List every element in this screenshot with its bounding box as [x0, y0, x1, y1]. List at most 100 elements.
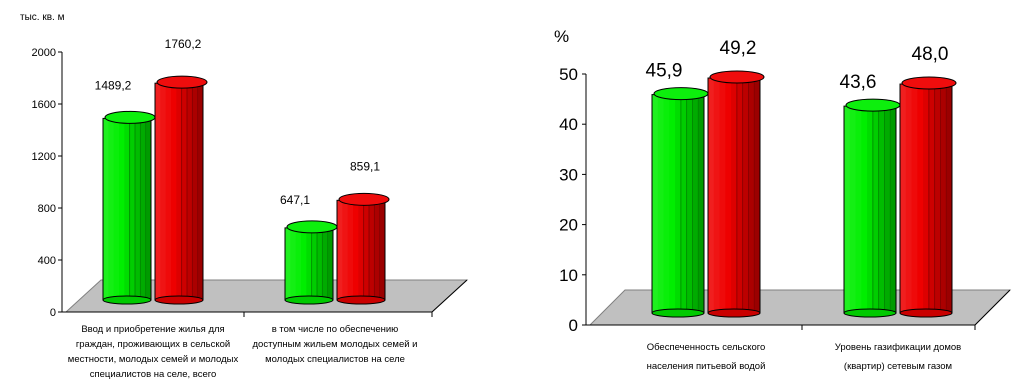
bar-stripe [754, 78, 761, 314]
bar-stripe [917, 84, 924, 313]
data-label: 647,1 [280, 193, 310, 207]
bar-top [845, 98, 901, 112]
bar-stripe [742, 78, 749, 314]
bar-stripe [192, 83, 199, 300]
category-label: доступным жильем молодых семей и [253, 339, 418, 350]
unit-label: % [554, 27, 569, 46]
bar-stripe [686, 94, 693, 313]
bar-top [653, 87, 709, 101]
category-label: граждан, проживающих в сельской [76, 339, 230, 350]
bar-stripe [379, 200, 386, 300]
bar-base [102, 295, 152, 305]
bar-stripe [358, 200, 365, 300]
bar-stripe [197, 83, 204, 300]
data-label: 859,1 [350, 159, 380, 173]
bar-stripe [301, 227, 307, 300]
chart-2: % 0 10 20 30 40 50 45,9 49,2 Обеспеченность сельс… [554, 27, 1012, 372]
bar-stripe [322, 227, 329, 300]
bar-stripe [295, 227, 302, 300]
bar-stripe [849, 106, 857, 314]
bar-1-1-2: 1760,2 [154, 37, 208, 305]
bar-stripe [135, 118, 141, 301]
bar-stripe [946, 84, 953, 313]
x-axis-depth [431, 279, 468, 313]
bar-stripe [290, 227, 297, 300]
bar-stripe [748, 78, 755, 314]
bar-1-2-1: 647,1 [280, 193, 338, 305]
bar-stripe [145, 118, 152, 301]
bar-stripe [124, 118, 131, 301]
category-label: Ввод и приобретение жилья для [81, 324, 224, 335]
bar-stripe [708, 78, 715, 314]
bar-stripe [140, 118, 147, 301]
bar-stripe [725, 78, 732, 314]
data-label: 1760,2 [165, 37, 202, 51]
bar-stripe [713, 78, 721, 314]
bar-base [154, 295, 204, 305]
bar-2-1-1: 45,9 [646, 61, 709, 318]
y-tick-label: 2000 [32, 47, 56, 59]
bar-stripe [160, 83, 167, 300]
y-tick-label: 30 [559, 165, 578, 184]
bar-stripe [306, 227, 313, 300]
y-tick-label: 800 [38, 203, 56, 215]
bar-stripe [337, 200, 343, 300]
bar-stripe [113, 118, 120, 301]
bar-stripe [155, 83, 161, 300]
bar-stripe [872, 106, 880, 314]
x-axis-depth [974, 289, 1011, 326]
bar-stripe [923, 84, 930, 313]
y-tick-label: 1600 [32, 99, 56, 111]
bar-top [338, 192, 390, 206]
bar-stripe [698, 94, 705, 313]
data-label: 43,6 [840, 72, 877, 93]
bar-stripe [129, 118, 136, 301]
y-tick-label: 0 [50, 307, 56, 319]
bar-stripe [731, 78, 738, 314]
bar-stripe [855, 106, 862, 314]
bar-stripe [719, 78, 726, 314]
bar-stripe [890, 106, 897, 314]
bar-stripe [171, 83, 177, 300]
bar-top [901, 76, 957, 90]
bar-base [651, 308, 705, 318]
bar-stripe [669, 94, 676, 313]
bar-top [286, 220, 338, 234]
y-tick-label: 50 [559, 65, 578, 84]
bar-base [843, 308, 897, 318]
bar-stripe [165, 83, 172, 300]
data-label: 1489,2 [95, 78, 132, 92]
bar-stripe [934, 84, 941, 313]
bar-top [709, 70, 765, 84]
bar-stripe [347, 200, 354, 300]
bar-stripe [911, 84, 918, 313]
bar-stripe [363, 200, 370, 300]
category-label: в том числе по обеспечению [272, 324, 399, 335]
bar-1-2-2: 859,1 [336, 159, 390, 305]
y-tick-label: 0 [569, 316, 578, 335]
category-label: (квартир) сетевым газом [844, 361, 952, 372]
bar-stripe [657, 94, 665, 313]
data-label: 48,0 [912, 44, 949, 65]
category-label: местности, молодых семей и молодых [68, 354, 239, 365]
bar-stripe [187, 83, 193, 300]
y-tick-label: 1200 [32, 151, 56, 163]
bar-stripe [311, 227, 318, 300]
bar-stripe [675, 94, 682, 313]
bar-stripe [181, 83, 188, 300]
bar-stripe [940, 84, 947, 313]
bar-stripe [176, 83, 183, 300]
bar-2-2-2: 48,0 [899, 44, 957, 318]
bar-stripe [928, 84, 936, 313]
bar-base [284, 295, 334, 305]
category-label: Уровень газификации домов [835, 342, 961, 353]
bar-stripe [103, 118, 109, 301]
unit-label: тыс. кв. м [20, 12, 65, 23]
bar-stripe [285, 227, 291, 300]
y-tick-label: 40 [559, 115, 578, 134]
bar-stripe [119, 118, 125, 301]
bar-stripe [867, 106, 874, 314]
bar-stripe [861, 106, 868, 314]
bar-stripe [353, 200, 359, 300]
